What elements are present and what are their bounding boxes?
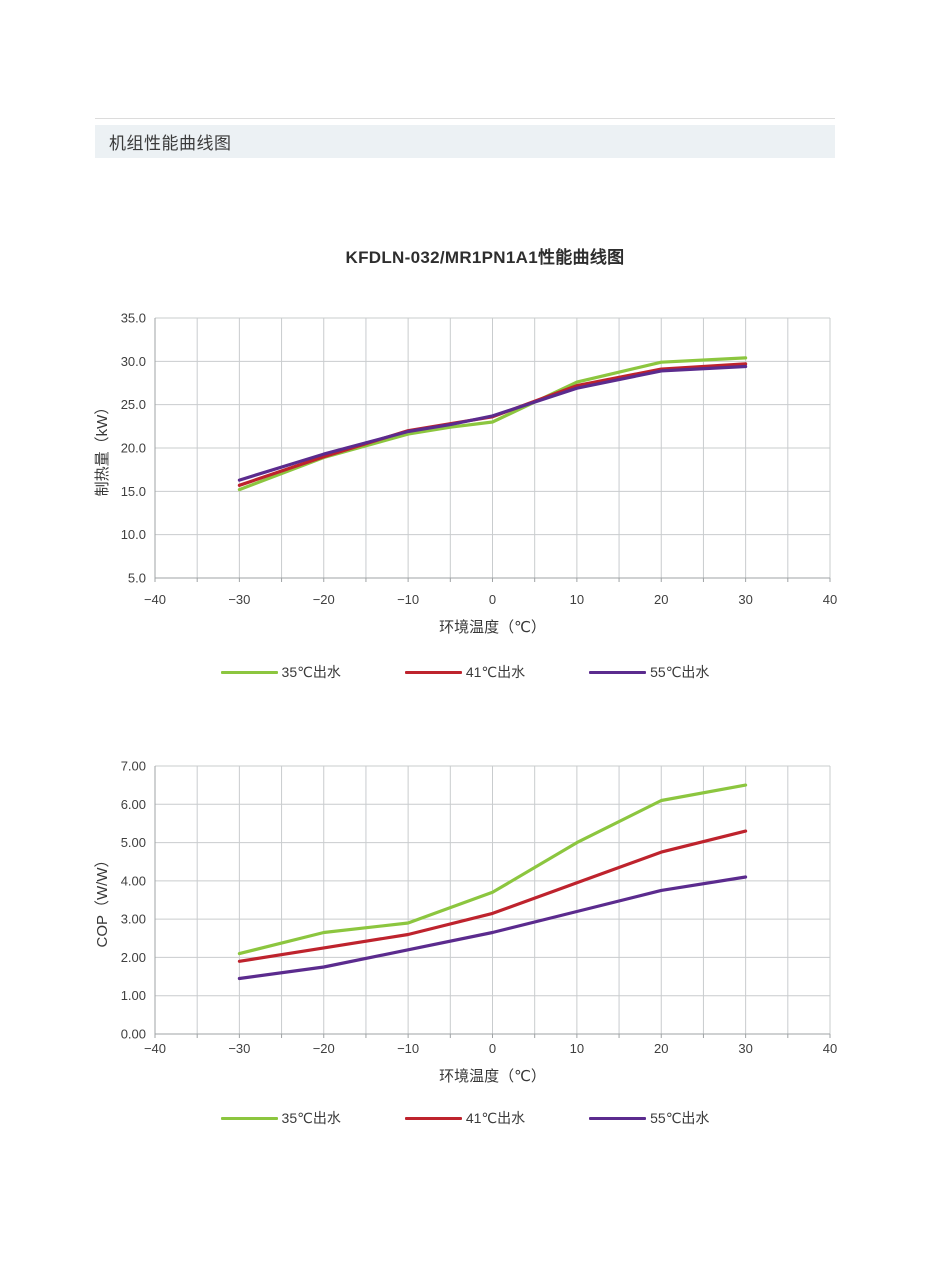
cop-chart: 7.00 6.00 5.00 4.00 3.00 2.00 1.00 0.00−40 −30 −2… bbox=[94, 759, 837, 1086]
top-divider bbox=[95, 118, 835, 119]
legend-entry-55c: 55℃出水 bbox=[589, 1108, 709, 1128]
svg-text:10: 10 bbox=[570, 1041, 584, 1056]
svg-text:0: 0 bbox=[489, 592, 496, 607]
chart2-legend: 35℃出水 41℃出水 55℃出水 bbox=[95, 1105, 835, 1131]
svg-text:25.0: 25.0 bbox=[121, 397, 146, 412]
svg-text:10.0: 10.0 bbox=[121, 527, 146, 542]
legend-entry-35c: 35℃出水 bbox=[220, 1108, 341, 1128]
legend-label-35c: 35℃出水 bbox=[281, 1110, 341, 1126]
svg-text:−10: −10 bbox=[397, 1041, 419, 1056]
section-header: 机组性能曲线图 bbox=[95, 125, 835, 158]
svg-text:40: 40 bbox=[823, 592, 837, 607]
legend-line-41c-icon bbox=[404, 1116, 462, 1120]
svg-text:COP（W/W）: COP（W/W） bbox=[94, 853, 111, 948]
svg-text:2.00: 2.00 bbox=[121, 950, 146, 965]
svg-text:5.00: 5.00 bbox=[121, 835, 146, 850]
chart-title: KFDLN-032/MR1PN1A1性能曲线图 bbox=[345, 248, 625, 267]
section-title: 机组性能曲线图 bbox=[109, 134, 232, 153]
svg-text:环境温度（℃）: 环境温度（℃） bbox=[439, 618, 546, 636]
svg-text:0.00: 0.00 bbox=[121, 1027, 146, 1042]
svg-text:6.00: 6.00 bbox=[121, 797, 146, 812]
legend-entry-41c: 41℃出水 bbox=[404, 662, 526, 682]
legend-line-35c-icon bbox=[220, 1116, 278, 1120]
legend-label-55c: 55℃出水 bbox=[650, 664, 710, 680]
svg-text:4.00: 4.00 bbox=[121, 873, 146, 888]
svg-text:35.0: 35.0 bbox=[121, 311, 146, 326]
svg-text:−20: −20 bbox=[313, 1041, 335, 1056]
svg-text:40: 40 bbox=[823, 1041, 837, 1056]
svg-text:20: 20 bbox=[654, 1041, 668, 1056]
heating-capacity-chart: 35.0 30.0 25.0 20.0 15.0 10.0 5.0 −40 −30 −20 −10 0… bbox=[94, 311, 837, 637]
svg-text:−30: −30 bbox=[228, 1041, 250, 1056]
legend-entry-55c: 55℃出水 bbox=[589, 662, 709, 682]
svg-text:20.0: 20.0 bbox=[121, 441, 146, 456]
chart1-legend: 35℃出水 41℃出水 55℃出水 bbox=[95, 659, 835, 685]
svg-text:−40: −40 bbox=[144, 1041, 166, 1056]
svg-text:3.00: 3.00 bbox=[121, 912, 146, 927]
svg-text:30: 30 bbox=[738, 592, 752, 607]
svg-text:30: 30 bbox=[738, 1041, 752, 1056]
svg-text:−10: −10 bbox=[397, 592, 419, 607]
svg-text:7.00: 7.00 bbox=[121, 759, 146, 774]
svg-text:制热量（kW）: 制热量（kW） bbox=[94, 400, 111, 497]
legend-entry-35c: 35℃出水 bbox=[220, 662, 341, 682]
legend-line-35c-icon bbox=[220, 670, 278, 674]
legend-label-41c: 41℃出水 bbox=[465, 664, 526, 680]
svg-text:−20: −20 bbox=[313, 592, 335, 607]
svg-text:−30: −30 bbox=[228, 592, 250, 607]
legend-line-55c-icon bbox=[589, 1116, 647, 1120]
legend-line-41c-icon bbox=[404, 670, 462, 674]
svg-text:20: 20 bbox=[654, 592, 668, 607]
svg-text:30.0: 30.0 bbox=[121, 354, 146, 369]
legend-line-55c-icon bbox=[589, 670, 647, 674]
svg-text:−40: −40 bbox=[144, 592, 166, 607]
legend-entry-41c: 41℃出水 bbox=[404, 1108, 526, 1128]
legend-label-55c: 55℃出水 bbox=[650, 1110, 710, 1126]
legend-label-41c: 41℃出水 bbox=[465, 1110, 526, 1126]
svg-text:1.00: 1.00 bbox=[121, 988, 146, 1003]
svg-text:10: 10 bbox=[570, 592, 584, 607]
svg-text:5.0: 5.0 bbox=[128, 571, 146, 586]
svg-text:15.0: 15.0 bbox=[121, 484, 146, 499]
legend-label-35c: 35℃出水 bbox=[281, 664, 341, 680]
svg-text:0: 0 bbox=[489, 1041, 496, 1056]
svg-text:环境温度（℃）: 环境温度（℃） bbox=[439, 1067, 546, 1085]
